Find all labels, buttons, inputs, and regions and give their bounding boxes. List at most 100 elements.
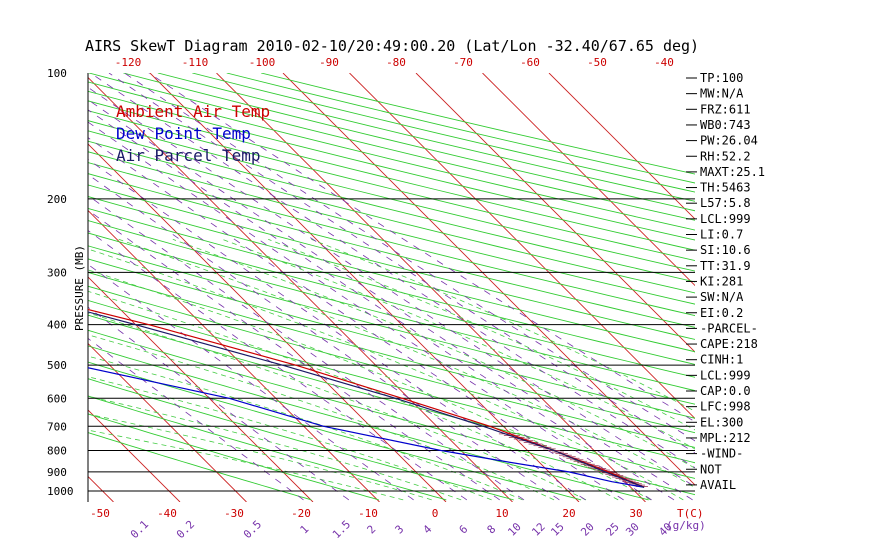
mixing-ratio-tick-label: 25 — [603, 520, 622, 539]
mixing-ratio-tick-label: 0.1 — [128, 518, 151, 541]
dry-adiabat-line — [88, 110, 695, 261]
top-temp-tick-label: -40 — [654, 56, 674, 69]
mixing-ratio-line — [88, 306, 350, 501]
chart-title: AIRS SkewT Diagram 2010-02-10/20:49:00.2… — [85, 37, 699, 55]
isotherm-line — [149, 73, 580, 502]
legend-ambient-air-temp: Ambient Air Temp — [116, 102, 270, 121]
mixing-ratio-unit-label: (g/kg) — [666, 519, 706, 532]
moist-adiabat-line — [88, 334, 555, 501]
moist-adiabat-line — [172, 238, 695, 469]
index-label: SW:N/A — [700, 290, 744, 304]
moist-adiabat-line — [88, 395, 462, 501]
mixing-ratio-line — [88, 137, 624, 501]
dry-adiabat-line — [88, 299, 695, 464]
mixing-ratio-line — [88, 109, 675, 501]
mixing-ratio-tick-label: 1 — [298, 523, 312, 537]
bottom-temp-tick-label: 10 — [495, 507, 508, 520]
moist-adiabat-line — [268, 238, 695, 431]
bottom-temp-tick-label: -50 — [90, 507, 110, 520]
dry-adiabat-line — [88, 329, 695, 496]
mixing-ratio-line — [88, 174, 560, 501]
index-label: FRZ:611 — [700, 102, 751, 116]
index-label: L57:5.8 — [700, 196, 751, 210]
dry-adiabat-line — [88, 151, 695, 305]
index-label: SI:10.6 — [700, 243, 751, 257]
dry-adiabat-line — [88, 184, 695, 340]
air-parcel-temp-line — [88, 311, 645, 488]
mixing-ratio-tick-label: 2 — [365, 523, 379, 537]
isotherm-line — [482, 73, 695, 287]
dry-adiabat-line — [88, 100, 695, 251]
mixing-ratio-line — [88, 337, 304, 501]
pressure-tick-label: 300 — [47, 266, 67, 279]
isotherm-line — [88, 475, 114, 502]
mixing-ratio-tick-label: 30 — [623, 520, 642, 539]
pressure-tick-label: 700 — [47, 420, 67, 433]
mixing-ratio-line — [148, 73, 695, 423]
index-label: LCL:999 — [700, 368, 751, 382]
mixing-ratio-tick-label: 4 — [421, 522, 435, 536]
top-temp-tick-label: -100 — [249, 56, 276, 69]
isotherm-line — [88, 209, 380, 502]
top-temp-tick-label: -70 — [453, 56, 473, 69]
pressure-tick-label: 600 — [47, 392, 67, 405]
index-label: EI:0.2 — [700, 306, 743, 320]
mixing-ratio-line — [88, 158, 586, 501]
mixing-ratio-tick-label: 12 — [529, 520, 548, 539]
index-label: MAXT:25.1 — [700, 165, 765, 179]
mixing-ratio-line — [88, 230, 468, 501]
moist-adiabat-line — [88, 312, 587, 501]
isotherm-line — [349, 73, 695, 420]
mixing-ratio-tick-label: 0.2 — [174, 518, 197, 541]
bottom-temp-tick-label: -40 — [157, 507, 177, 520]
isotherm-line — [88, 76, 513, 502]
moist-adiabat-line — [88, 429, 404, 501]
dry-adiabat-line — [88, 173, 695, 328]
y-axis-label: PRESSURE (MB) — [73, 245, 86, 331]
index-label: RH:52.2 — [700, 149, 751, 163]
dry-adiabat-line — [88, 361, 582, 501]
isotherm-line — [282, 73, 695, 486]
dry-adiabat-line — [88, 207, 695, 365]
index-label: EL:300 — [700, 415, 743, 429]
isotherm-line — [88, 276, 314, 502]
index-label: CAPE:218 — [700, 337, 758, 351]
legend: Ambient Air Temp Dew Point Temp Air Parc… — [116, 102, 270, 165]
mixing-ratio-tick-label: 8 — [485, 523, 499, 537]
dry-adiabat-line — [88, 285, 695, 448]
mixing-ratio-tick-label: 6 — [457, 523, 471, 537]
index-label: MW:N/A — [700, 87, 744, 101]
index-label: -WIND- — [700, 447, 743, 461]
temp-unit-label: T(C) — [677, 507, 704, 520]
index-label: -PARCEL- — [700, 321, 758, 335]
dry-adiabat-line — [88, 140, 695, 294]
isotherm-line — [88, 409, 181, 502]
dry-adiabat-line — [88, 130, 695, 283]
index-label: LI:0.7 — [700, 228, 743, 242]
mixing-ratio-line — [88, 263, 414, 501]
pressure-tick-label: 900 — [47, 466, 67, 479]
bottom-temp-tick-label: -10 — [358, 507, 378, 520]
top-temp-tick-label: -110 — [182, 56, 209, 69]
dew-point-temp-line — [88, 367, 645, 488]
dry-adiabat-line — [88, 378, 514, 501]
index-label: TH:5463 — [700, 181, 751, 195]
moist-adiabat-line — [118, 238, 695, 488]
cape-hatch — [498, 433, 648, 487]
mixing-ratio-tick-label: 3 — [393, 523, 407, 537]
bottom-temp-tick-label: -30 — [224, 507, 244, 520]
isotherm-line — [0, 73, 47, 502]
moist-adiabat-line — [222, 238, 695, 450]
isotherm-line — [548, 73, 695, 220]
dry-adiabat-line — [226, 73, 695, 184]
mixing-ratio-tick-label: 1.5 — [330, 518, 353, 541]
isotherm-line — [415, 73, 695, 353]
dry-adiabat-line — [88, 432, 312, 501]
pressure-tick-label: 500 — [47, 359, 67, 372]
top-temp-tick-label: -120 — [115, 56, 142, 69]
mixing-ratio-line — [108, 73, 695, 454]
dry-adiabat-line — [88, 220, 695, 378]
mixing-ratio-tick-label: 10 — [505, 520, 524, 539]
index-label: NOT — [700, 462, 722, 476]
